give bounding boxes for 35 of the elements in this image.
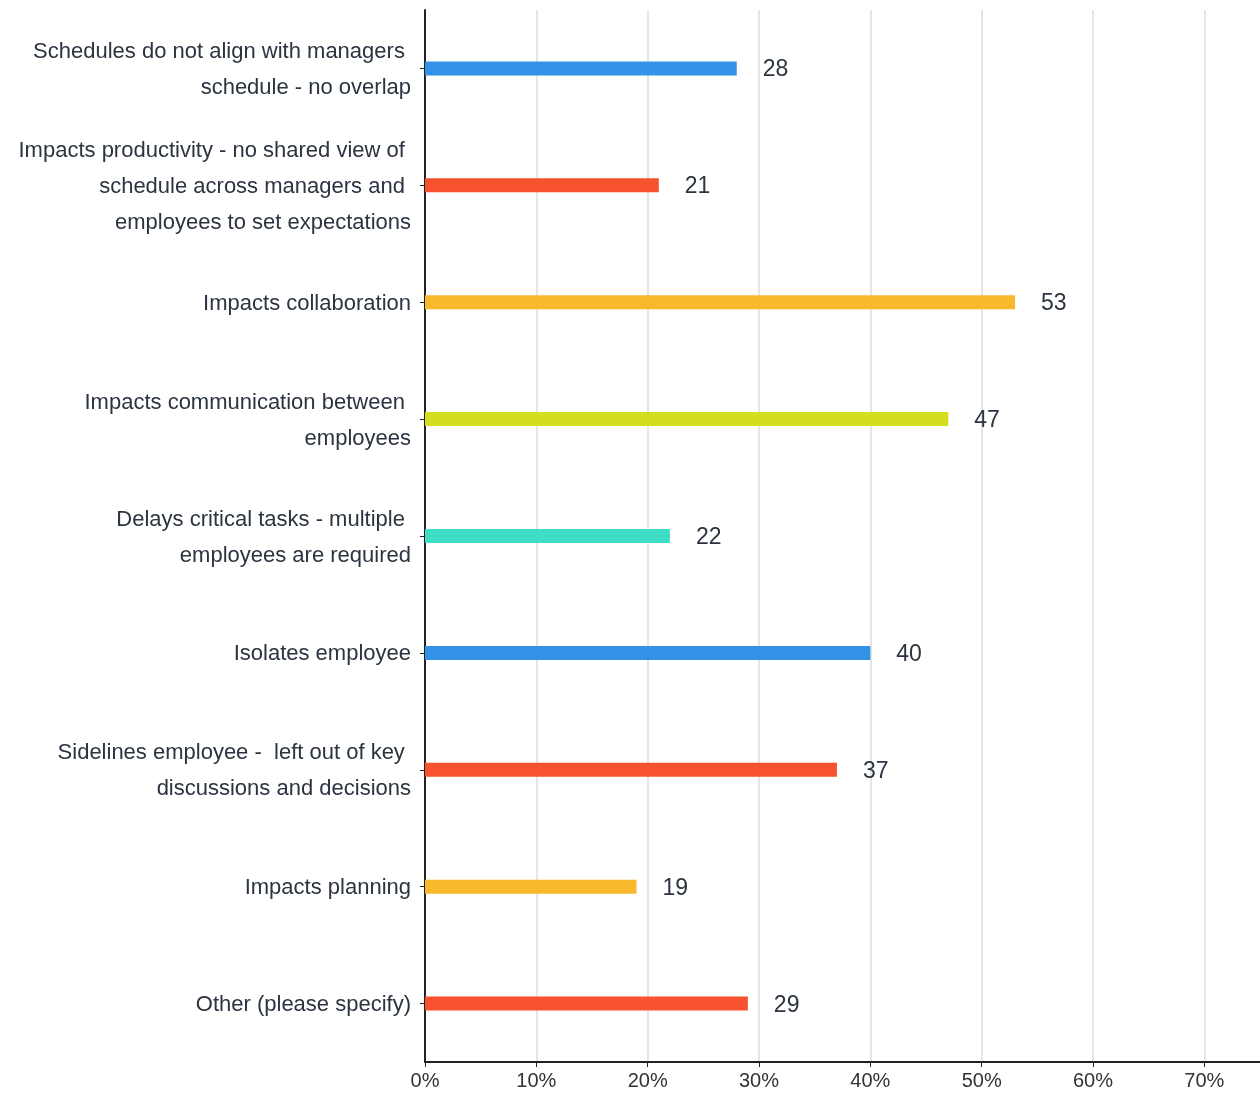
data-label: 40 [896,639,922,666]
y-tick-label: Other (please specify) [195,991,411,1017]
bar [425,412,949,427]
y-tick-label: Delays critical tasks - multiple employees are required [116,505,411,567]
data-label: 37 [862,756,889,783]
bar [425,178,659,193]
x-tick-label: 60% [1072,1069,1114,1091]
y-tick-label: Isolates employee [233,640,411,666]
x-tick-label: 40% [850,1069,891,1091]
bar [425,996,748,1011]
bar [425,645,871,660]
y-tick-label: Impacts productivity - no shared view of schedule across managers and employees to set expectations [18,136,411,234]
x-tick-label: 20% [627,1069,668,1091]
y-tick-label: Impacts planning [244,874,411,900]
x-tick-label: 10% [516,1069,557,1091]
data-label: 47 [974,406,1000,433]
data-label: 21 [684,172,711,199]
x-tick-label: 30% [738,1069,780,1091]
bar [425,295,1016,310]
y-tick-label: Schedules do not align with managers schedule - no overlap [33,37,411,99]
bar [425,529,670,543]
x-tick-label: 50% [961,1069,1002,1091]
bar [425,879,637,894]
data-label: 22 [695,523,722,549]
y-tick-label: Impacts communication between employees [84,388,411,450]
bar [425,61,737,76]
data-label: 53 [1041,289,1067,316]
data-label: 28 [762,55,789,82]
data-label: 19 [662,873,689,900]
data-label: 29 [773,990,800,1017]
y-tick-label: Sidelines employee - left out of key discussions and decisions [57,739,411,801]
x-tick-label: 0% [410,1069,440,1091]
y-tick-label: Impacts collaboration [203,289,411,315]
bar [425,762,837,777]
x-tick-label: 70% [1184,1069,1225,1091]
